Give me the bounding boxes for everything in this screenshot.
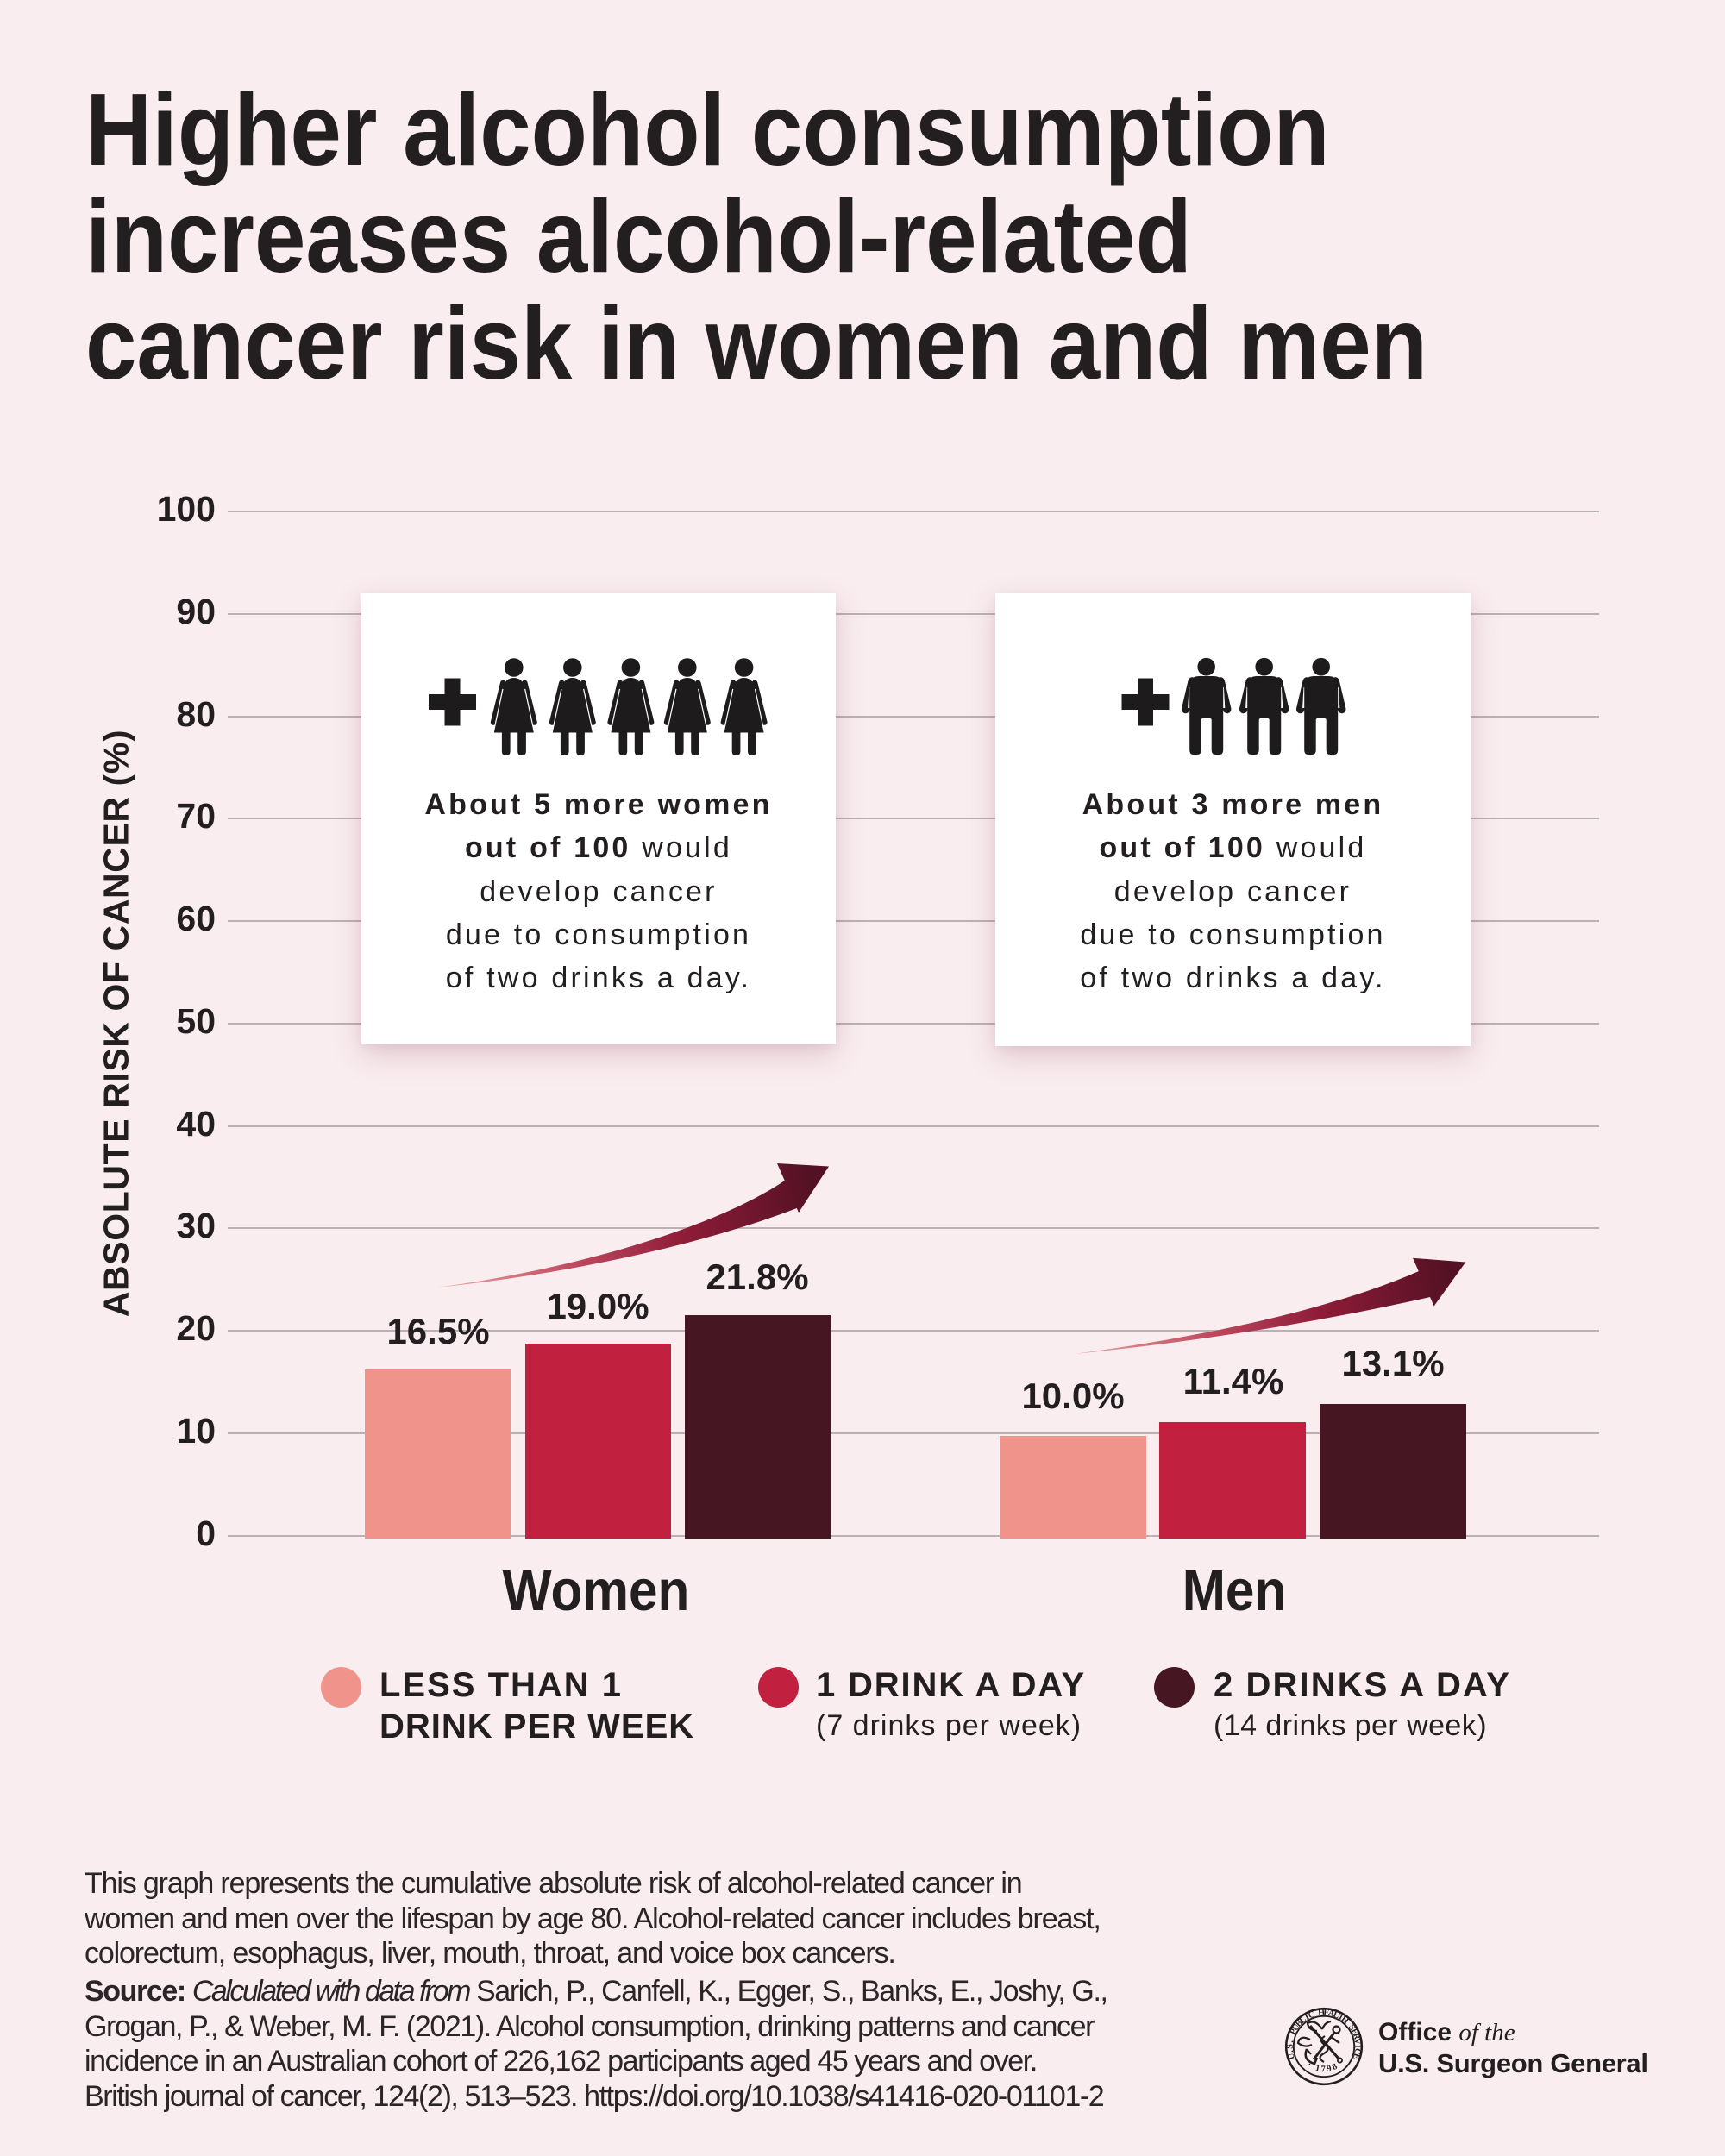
svg-text:U: U <box>1286 2052 1297 2061</box>
svg-text:P: P <box>1289 2028 1300 2036</box>
svg-text:E: E <box>1351 2052 1362 2060</box>
svg-text:C: C <box>1307 2009 1316 2021</box>
svg-text:S: S <box>1286 2044 1295 2049</box>
svg-text:I: I <box>1352 2045 1362 2048</box>
svg-text:I: I <box>1303 2013 1311 2023</box>
svg-text:A: A <box>1327 2009 1336 2019</box>
svg-text:R: R <box>1351 2032 1362 2041</box>
svg-text:L: L <box>1332 2009 1341 2021</box>
svg-text:H: H <box>1318 2008 1326 2018</box>
svg-text:E: E <box>1323 2008 1330 2017</box>
svg-text:.: . <box>1286 2049 1295 2053</box>
svg-text:T: T <box>1336 2012 1346 2023</box>
svg-text:C: C <box>1352 2047 1362 2055</box>
svg-text:V: V <box>1352 2038 1362 2046</box>
svg-text:.: . <box>1286 2040 1295 2044</box>
svg-text:E: E <box>1349 2028 1360 2037</box>
svg-text:S: S <box>1346 2023 1357 2033</box>
